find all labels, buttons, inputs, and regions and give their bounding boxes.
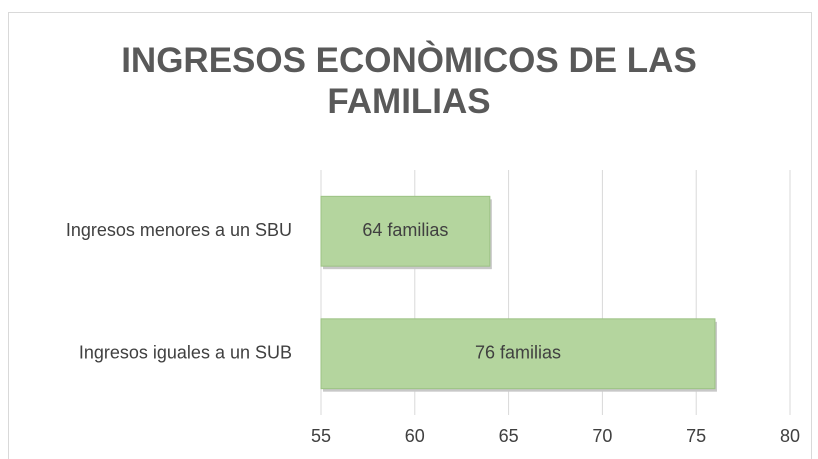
y-tick-label: Ingresos iguales a un SUB	[79, 343, 292, 363]
bar	[320, 195, 491, 267]
bar	[320, 318, 716, 390]
x-tick-label: 70	[592, 426, 612, 446]
y-tick-label: Ingresos menores a un SBU	[66, 220, 292, 240]
x-tick-label: 55	[311, 426, 331, 446]
x-tick-label: 80	[780, 426, 800, 446]
chart-title: INGRESOS ECONÒMICOS DE LAS FAMILIAS	[121, 41, 697, 121]
data-label: 64 familias	[362, 220, 448, 240]
x-tick-label: 65	[499, 426, 519, 446]
chart-border	[8, 12, 812, 459]
x-tick-label: 60	[405, 426, 425, 446]
x-tick-label: 75	[686, 426, 706, 446]
data-label: 76 familias	[475, 343, 561, 363]
